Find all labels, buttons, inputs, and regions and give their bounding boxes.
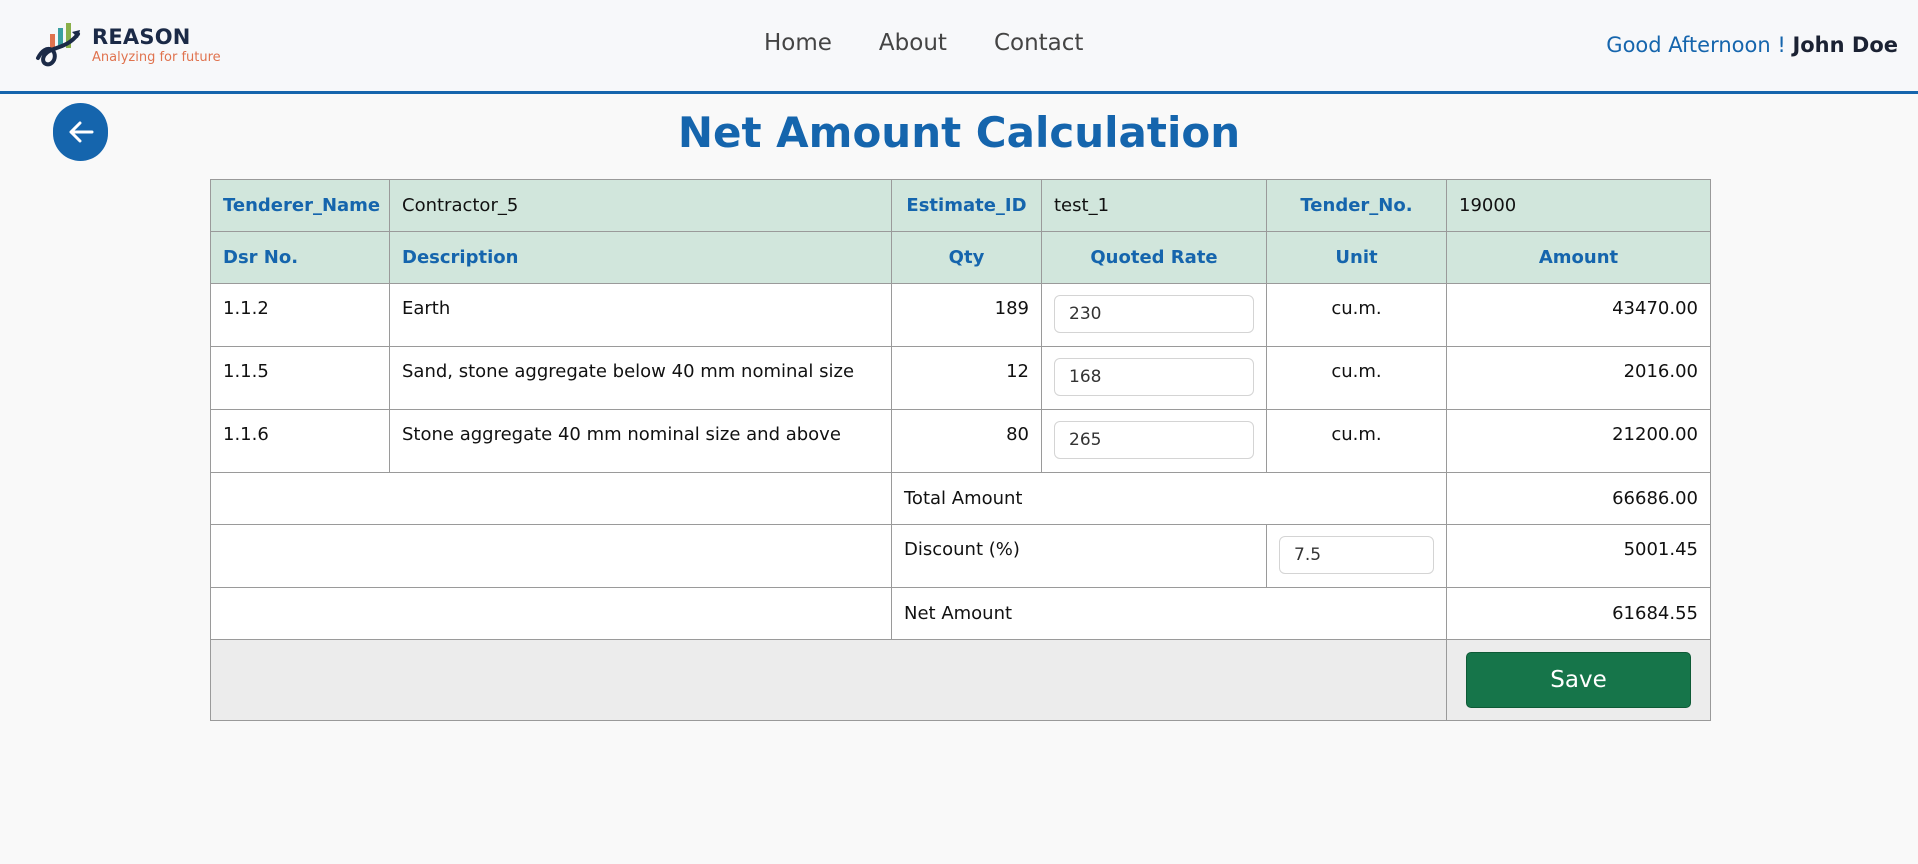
- col-qty: Qty: [891, 231, 1042, 284]
- unit-cell: cu.m.: [1266, 346, 1447, 410]
- col-quoted-rate: Quoted Rate: [1041, 231, 1267, 284]
- total-value: 66686.00: [1446, 472, 1711, 525]
- dsr-cell: 1.1.2: [210, 283, 390, 347]
- empty-cell: [210, 524, 892, 588]
- description-cell: Sand, stone aggregate below 40 mm nomina…: [389, 346, 892, 410]
- table-row: 1.1.6 Stone aggregate 40 mm nominal size…: [210, 409, 1711, 473]
- discount-label: Discount (%): [891, 524, 1267, 588]
- brand-tagline: Analyzing for future: [92, 49, 221, 65]
- save-button[interactable]: Save: [1466, 652, 1691, 708]
- tender-label: Tender_No.: [1266, 179, 1447, 232]
- logo-icon: [36, 23, 80, 67]
- back-button[interactable]: [53, 103, 108, 161]
- arrow-left-icon: [69, 121, 93, 143]
- discount-value: 5001.45: [1446, 524, 1711, 588]
- page-title: Net Amount Calculation: [677, 108, 1241, 157]
- quoted-rate-input[interactable]: [1054, 421, 1254, 459]
- top-navbar: REASON Analyzing for future Home About C…: [0, 0, 1918, 94]
- amount-cell: 21200.00: [1446, 409, 1711, 473]
- net-amount-row: Net Amount 61684.55: [210, 587, 1711, 640]
- info-row: Tenderer_Name Contractor_5 Estimate_ID t…: [210, 179, 1711, 232]
- tenderer-label: Tenderer_Name: [210, 179, 390, 232]
- estimate-label: Estimate_ID: [891, 179, 1042, 232]
- table-row: 1.1.2 Earth 189 cu.m. 43470.00: [210, 283, 1711, 347]
- col-description: Description: [389, 231, 892, 284]
- qty-cell: 80: [891, 409, 1042, 473]
- col-dsr-no: Dsr No.: [210, 231, 390, 284]
- total-label: Total Amount: [891, 472, 1447, 525]
- discount-input[interactable]: [1279, 536, 1434, 574]
- qty-cell: 189: [891, 283, 1042, 347]
- amount-cell: 2016.00: [1446, 346, 1711, 410]
- nav-about[interactable]: About: [878, 30, 947, 56]
- quoted-rate-input[interactable]: [1054, 358, 1254, 396]
- discount-row: Discount (%) 5001.45: [210, 524, 1711, 588]
- amount-cell: 43470.00: [1446, 283, 1711, 347]
- unit-cell: cu.m.: [1266, 409, 1447, 473]
- qty-cell: 12: [891, 346, 1042, 410]
- col-unit: Unit: [1266, 231, 1447, 284]
- main-nav: Home About Contact: [764, 30, 1130, 56]
- net-amount-table: Tenderer_Name Contractor_5 Estimate_ID t…: [210, 179, 1711, 721]
- col-amount: Amount: [1446, 231, 1711, 284]
- total-row: Total Amount 66686.00: [210, 472, 1711, 525]
- greeting: Good Afternoon ! John Doe: [1606, 33, 1898, 57]
- footer-empty: [210, 639, 1447, 721]
- description-cell: Earth: [389, 283, 892, 347]
- discount-input-cell: [1266, 524, 1447, 588]
- column-header-row: Dsr No. Description Qty Quoted Rate Unit…: [210, 231, 1711, 284]
- dsr-cell: 1.1.5: [210, 346, 390, 410]
- quoted-rate-input[interactable]: [1054, 295, 1254, 333]
- empty-cell: [210, 587, 892, 640]
- description-cell: Stone aggregate 40 mm nominal size and a…: [389, 409, 892, 473]
- nav-contact[interactable]: Contact: [993, 30, 1084, 56]
- tender-value: 19000: [1446, 179, 1711, 232]
- tenderer-value: Contractor_5: [389, 179, 892, 232]
- net-amount-value: 61684.55: [1446, 587, 1711, 640]
- net-amount-label: Net Amount: [891, 587, 1447, 640]
- greeting-text: Good Afternoon !: [1606, 33, 1786, 57]
- save-cell: Save: [1446, 639, 1711, 721]
- unit-cell: cu.m.: [1266, 283, 1447, 347]
- rate-cell: [1041, 346, 1267, 410]
- nav-home[interactable]: Home: [764, 30, 832, 56]
- estimate-value: test_1: [1041, 179, 1267, 232]
- user-name[interactable]: John Doe: [1792, 33, 1898, 57]
- brand-name: REASON: [92, 24, 191, 49]
- logo[interactable]: REASON Analyzing for future: [32, 20, 221, 70]
- rate-cell: [1041, 409, 1267, 473]
- dsr-cell: 1.1.6: [210, 409, 390, 473]
- empty-cell: [210, 472, 892, 525]
- rate-cell: [1041, 283, 1267, 347]
- table-row: 1.1.5 Sand, stone aggregate below 40 mm …: [210, 346, 1711, 410]
- footer-row: Save: [210, 639, 1711, 721]
